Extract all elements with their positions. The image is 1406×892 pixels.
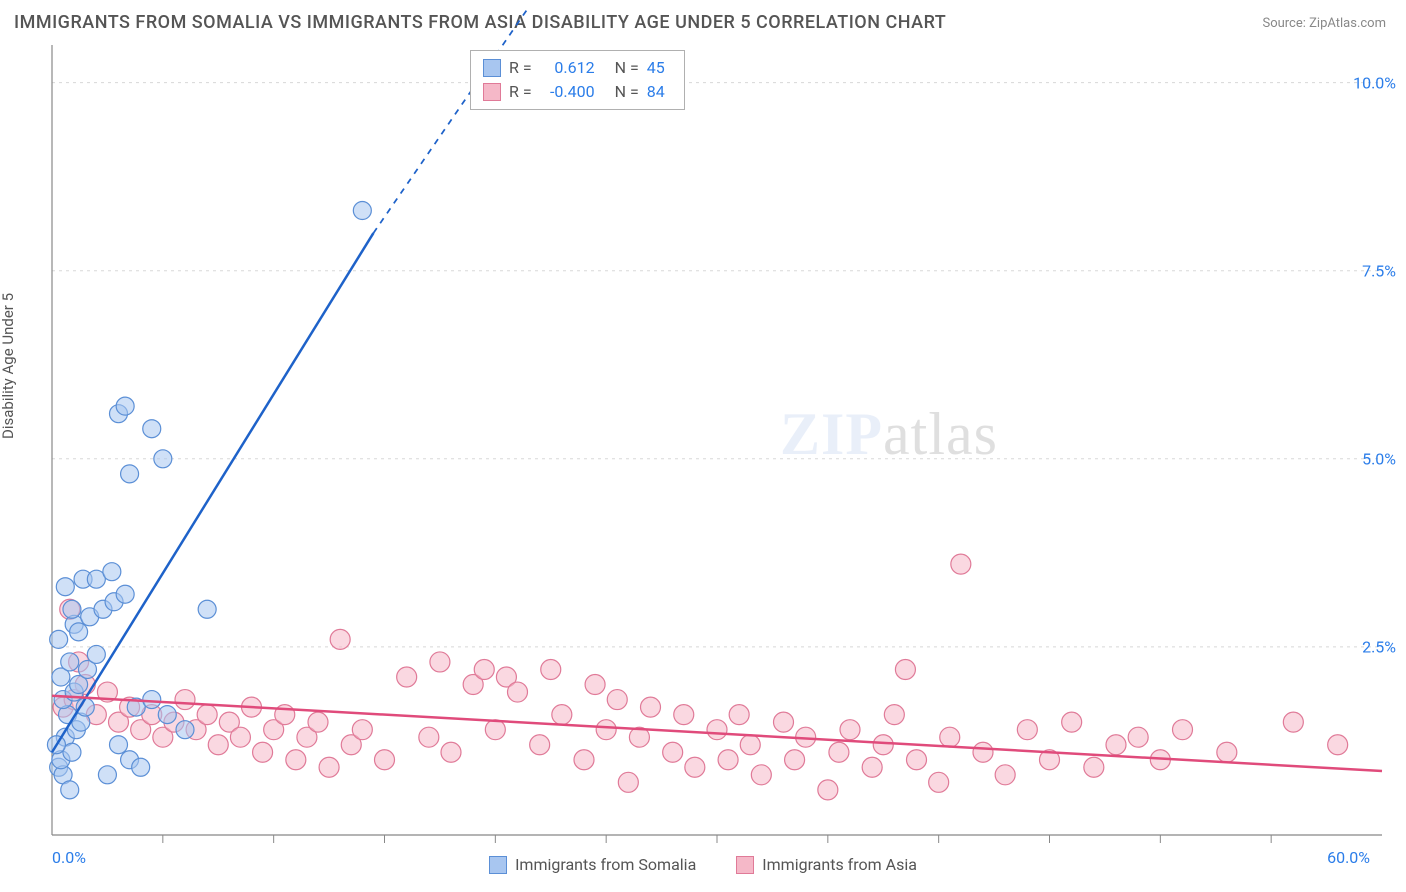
swatch-asia bbox=[483, 83, 501, 101]
n-value-somalia: 45 bbox=[647, 56, 672, 80]
legend-row-asia: R = -0.400 N = 84 bbox=[483, 80, 672, 104]
r-value-somalia: 0.612 bbox=[540, 56, 595, 80]
swatch-somalia-bottom bbox=[489, 856, 507, 874]
y-tick-label: 10.0% bbox=[1353, 73, 1396, 92]
correlation-legend: R = 0.612 N = 45 R = -0.400 N = 84 bbox=[470, 50, 685, 110]
legend-item-somalia: Immigrants from Somalia bbox=[489, 855, 696, 874]
n-label: N = bbox=[615, 80, 639, 104]
r-label: R = bbox=[509, 80, 532, 104]
n-label: N = bbox=[615, 56, 639, 80]
legend-item-asia: Immigrants from Asia bbox=[736, 855, 917, 874]
legend-row-somalia: R = 0.612 N = 45 bbox=[483, 56, 672, 80]
swatch-somalia bbox=[483, 59, 501, 77]
y-tick-label: 7.5% bbox=[1362, 261, 1396, 280]
r-label: R = bbox=[509, 56, 532, 80]
legend-label-asia: Immigrants from Asia bbox=[762, 855, 917, 874]
r-value-asia: -0.400 bbox=[540, 80, 595, 104]
n-value-asia: 84 bbox=[647, 80, 672, 104]
legend-label-somalia: Immigrants from Somalia bbox=[515, 855, 696, 874]
series-legend: Immigrants from Somalia Immigrants from … bbox=[0, 855, 1406, 874]
swatch-asia-bottom bbox=[736, 856, 754, 874]
y-tick-label: 5.0% bbox=[1362, 449, 1396, 468]
y-tick-label: 2.5% bbox=[1362, 637, 1396, 656]
scatter-chart bbox=[0, 0, 1406, 892]
